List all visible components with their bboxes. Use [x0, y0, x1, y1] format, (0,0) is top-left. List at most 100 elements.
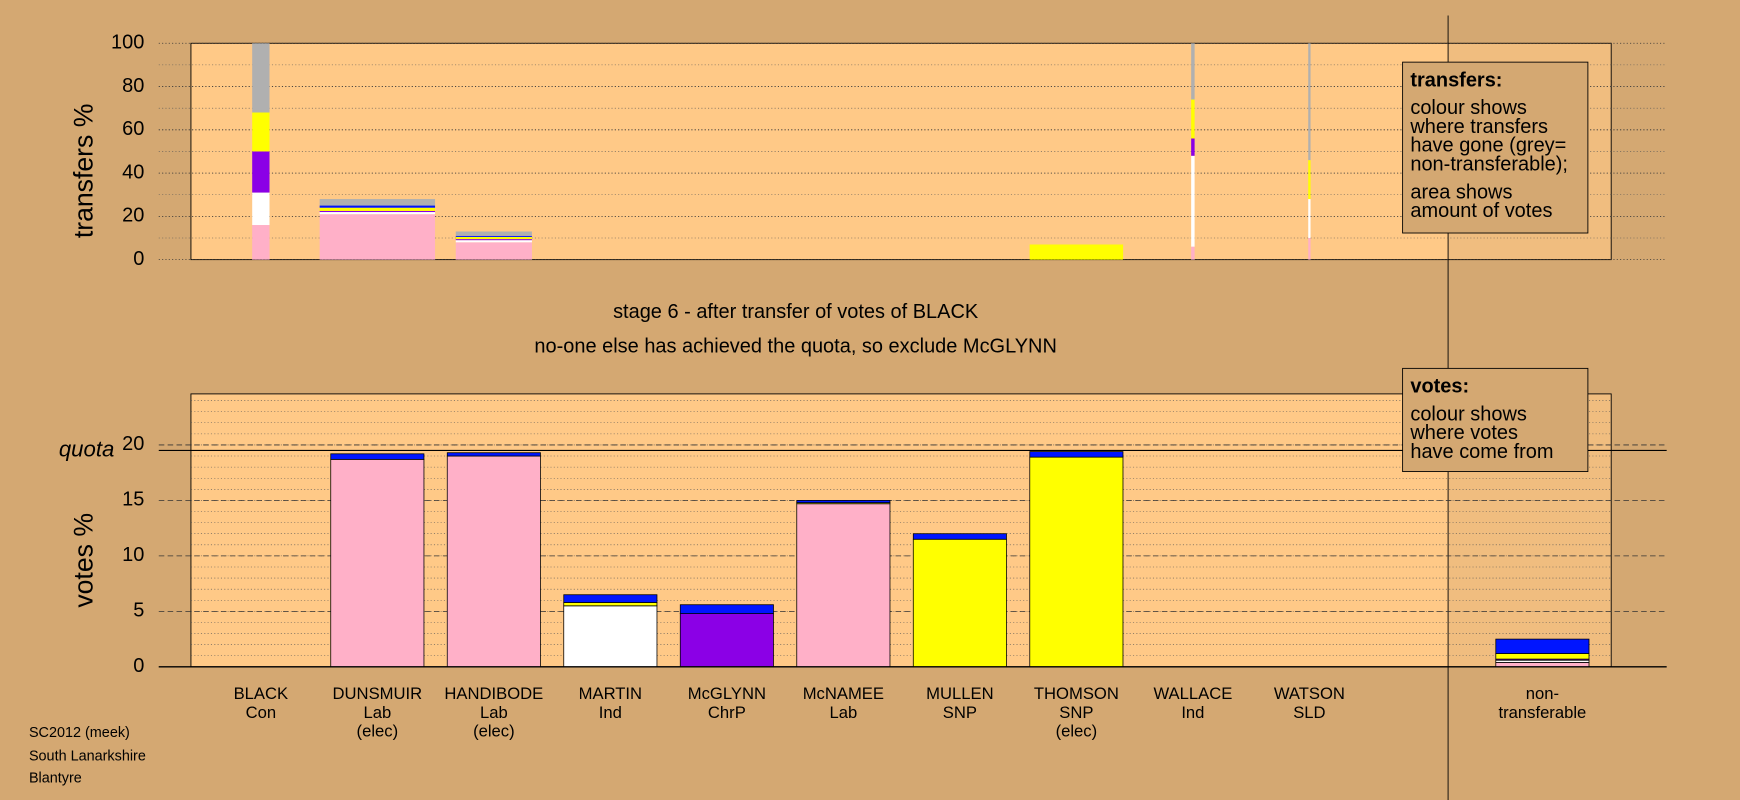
y-tick-label: 10	[122, 544, 144, 566]
y-tick-label: 15	[122, 489, 144, 511]
bar-segment	[1029, 451, 1124, 458]
bar-segment	[1495, 638, 1590, 654]
chart-subtitle: no-one else has achieved the quota, so e…	[534, 336, 1056, 358]
bar-segment	[455, 231, 532, 236]
legend-text: amount of votes	[1410, 200, 1552, 222]
bar-segment	[319, 205, 436, 208]
bar-segment	[1191, 43, 1195, 100]
legend-text: non-transferable);	[1410, 154, 1568, 176]
bar-segment	[446, 452, 541, 457]
x-tick-label: WATSON	[1274, 684, 1345, 703]
x-tick-label: SNP	[943, 703, 977, 722]
legend-heading: votes:	[1410, 376, 1469, 398]
bar-segment	[1191, 138, 1195, 156]
footer-text: SC2012 (meek)	[29, 725, 130, 741]
footer-text: South Lanarkshire	[29, 749, 146, 765]
bar-segment	[252, 151, 270, 193]
bar-segment	[446, 455, 541, 668]
x-tick-label: ChrP	[708, 703, 746, 722]
legend-text: where votes	[1409, 422, 1518, 444]
x-tick-label: (elec)	[1056, 722, 1098, 741]
bar-segment	[1029, 456, 1124, 668]
bar-segment	[252, 192, 270, 226]
y-tick-label: 5	[133, 600, 144, 622]
y-axis-label: votes %	[69, 513, 99, 608]
bar-segment	[912, 533, 1007, 540]
bar-segment	[330, 453, 425, 460]
bar-segment	[455, 240, 532, 243]
bar-segment	[252, 43, 270, 113]
bar-segment	[319, 212, 436, 215]
legend-text: where transfers	[1409, 116, 1548, 138]
bar-segment	[1191, 99, 1195, 139]
y-tick-label: 0	[133, 655, 144, 677]
bar-segment	[679, 604, 774, 614]
bar-segment	[319, 199, 436, 206]
x-tick-label: (elec)	[357, 722, 399, 741]
x-tick-label: WALLACE	[1153, 684, 1232, 703]
x-tick-label: Con	[246, 703, 277, 722]
x-tick-label: THOMSON	[1034, 684, 1119, 703]
bar-segment	[563, 605, 658, 668]
bar-segment	[912, 538, 1007, 668]
legend-heading: transfers:	[1410, 69, 1502, 91]
bar-segment	[1191, 155, 1195, 247]
x-tick-label: transferable	[1499, 703, 1587, 722]
bar-segment	[679, 613, 774, 668]
bar-segment	[1191, 246, 1195, 260]
bottom-plot-area	[190, 393, 1612, 668]
bar-segment	[1308, 43, 1311, 161]
bar-segment	[319, 207, 436, 211]
bar-segment	[319, 214, 436, 260]
x-tick-label: Lab	[363, 703, 391, 722]
bar-segment	[563, 594, 658, 603]
legend-text: have come from	[1410, 441, 1553, 463]
x-tick-label: Lab	[480, 703, 508, 722]
x-tick-label: (elec)	[473, 722, 515, 741]
x-tick-label: BLACK	[234, 684, 289, 703]
bar-segment	[1308, 160, 1311, 200]
bar-segment	[330, 458, 425, 668]
bar-segment	[455, 242, 532, 260]
x-tick-label: DUNSMUIR	[333, 684, 423, 703]
x-tick-label: McNAMEE	[803, 684, 884, 703]
x-tick-label: Lab	[829, 703, 857, 722]
x-tick-label: McGLYNN	[688, 684, 766, 703]
x-tick-label: Ind	[599, 703, 622, 722]
bar-segment	[1308, 199, 1311, 239]
bar-segment	[563, 602, 658, 607]
bar-segment	[455, 239, 532, 241]
quota-label: quota	[59, 436, 115, 461]
y-tick-label: 20	[122, 205, 144, 227]
legend-box	[1402, 61, 1589, 234]
legend-text: area shows	[1410, 181, 1512, 203]
bar-segment	[455, 236, 532, 240]
bar-segment	[252, 225, 270, 260]
bar-segment	[319, 210, 436, 213]
y-tick-label: 40	[122, 161, 144, 183]
y-tick-label: 80	[122, 75, 144, 97]
bar-segment	[796, 500, 891, 504]
x-tick-label: MARTIN	[579, 684, 642, 703]
y-axis-label: transfers %	[69, 104, 99, 239]
bar-segment	[455, 235, 532, 237]
bar-segment	[1308, 238, 1311, 260]
legend-text: colour shows	[1410, 403, 1527, 425]
chart-title: stage 6 - after transfer of votes of BLA…	[613, 301, 979, 323]
bar-segment	[1029, 244, 1124, 260]
x-tick-label: SNP	[1059, 703, 1093, 722]
x-tick-label: SLD	[1293, 703, 1325, 722]
bar-segment	[1495, 653, 1590, 660]
legend-box	[1402, 367, 1589, 473]
y-tick-label: 60	[122, 118, 144, 140]
x-tick-label: HANDIBODE	[444, 684, 543, 703]
legend-text: have gone (grey=	[1410, 135, 1566, 157]
bar-segment	[252, 112, 270, 152]
y-tick-label: 100	[111, 32, 144, 54]
x-tick-label: non-	[1526, 684, 1559, 703]
x-tick-label: MULLEN	[926, 684, 993, 703]
y-tick-label: 20	[122, 433, 144, 455]
